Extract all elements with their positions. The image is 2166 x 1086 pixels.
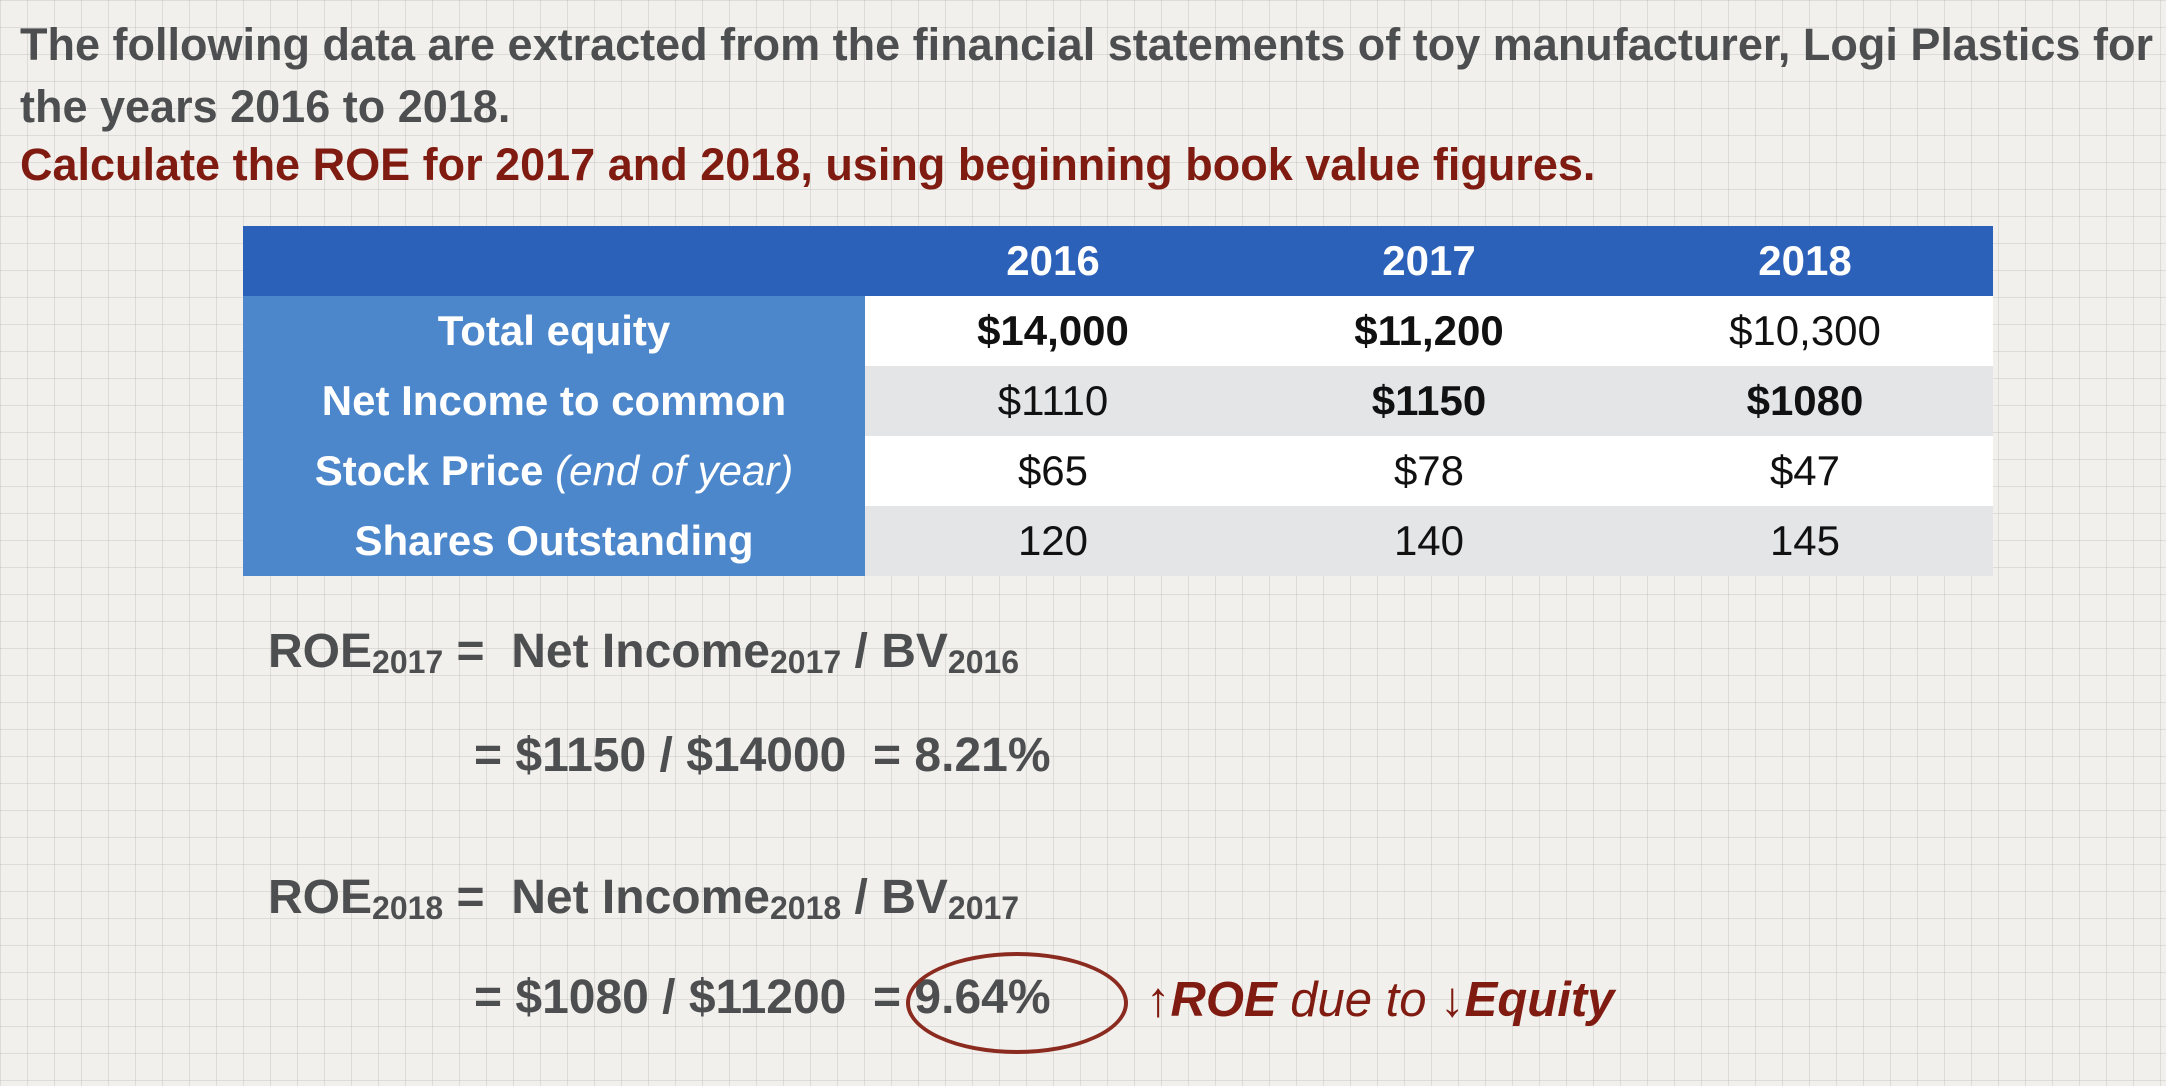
table-row: Total equity $14,000 $11,200 $10,300: [243, 296, 1993, 366]
table-cell: 145: [1617, 506, 1993, 576]
table-header-corner: [243, 226, 865, 296]
table-cell: $1110: [865, 366, 1241, 436]
table-row: Shares Outstanding 120 140 145: [243, 506, 1993, 576]
table-header-row: 2016 2017 2018: [243, 226, 1993, 296]
row-label: Shares Outstanding: [243, 506, 865, 576]
table-cell: $78: [1241, 436, 1617, 506]
year-header: 2017: [1241, 226, 1617, 296]
table-row: Stock Price (end of year) $65 $78 $47: [243, 436, 1993, 506]
table-cell: $1080: [1617, 366, 1993, 436]
highlight-circle: [906, 952, 1128, 1054]
table-cell: $11,200: [1241, 296, 1617, 366]
row-label: Total equity: [243, 296, 865, 366]
financial-data-table: 2016 2017 2018 Total equity $14,000 $11,…: [243, 226, 1993, 576]
up-arrow-icon: ↑: [1146, 973, 1171, 1027]
roe-2017-calculation: = $1150 / $14000 = 8.21%: [474, 729, 1051, 782]
table-row: Net Income to common $1110 $1150 $1080: [243, 366, 1993, 436]
table-cell: $1150: [1241, 366, 1617, 436]
task-text: Calculate the ROE for 2017 and 2018, usi…: [20, 139, 1596, 190]
row-label-qualifier: (end of year): [555, 447, 794, 494]
row-label: Stock Price (end of year): [243, 436, 865, 506]
row-label: Net Income to common: [243, 366, 865, 436]
roe-2018-formula: ROE2018 = Net Income2018 / BV2017: [268, 871, 1020, 926]
table-cell: $65: [865, 436, 1241, 506]
table-cell: $47: [1617, 436, 1993, 506]
table-cell: $10,300: [1617, 296, 1993, 366]
down-arrow-icon: ↓: [1440, 973, 1465, 1027]
roe-2017-formula: ROE2017 = Net Income2017 / BV2016: [268, 625, 1020, 680]
roe-2017-result: = 8.21%: [873, 729, 1051, 782]
year-header: 2016: [865, 226, 1241, 296]
roe-note: ↑ROE due to ↓Equity: [1146, 973, 1615, 1027]
table-cell: 120: [865, 506, 1241, 576]
year-header: 2018: [1617, 226, 1993, 296]
intro-text: The following data are extracted from th…: [20, 19, 2153, 132]
table-cell: 140: [1241, 506, 1617, 576]
table-cell: $14,000: [865, 296, 1241, 366]
